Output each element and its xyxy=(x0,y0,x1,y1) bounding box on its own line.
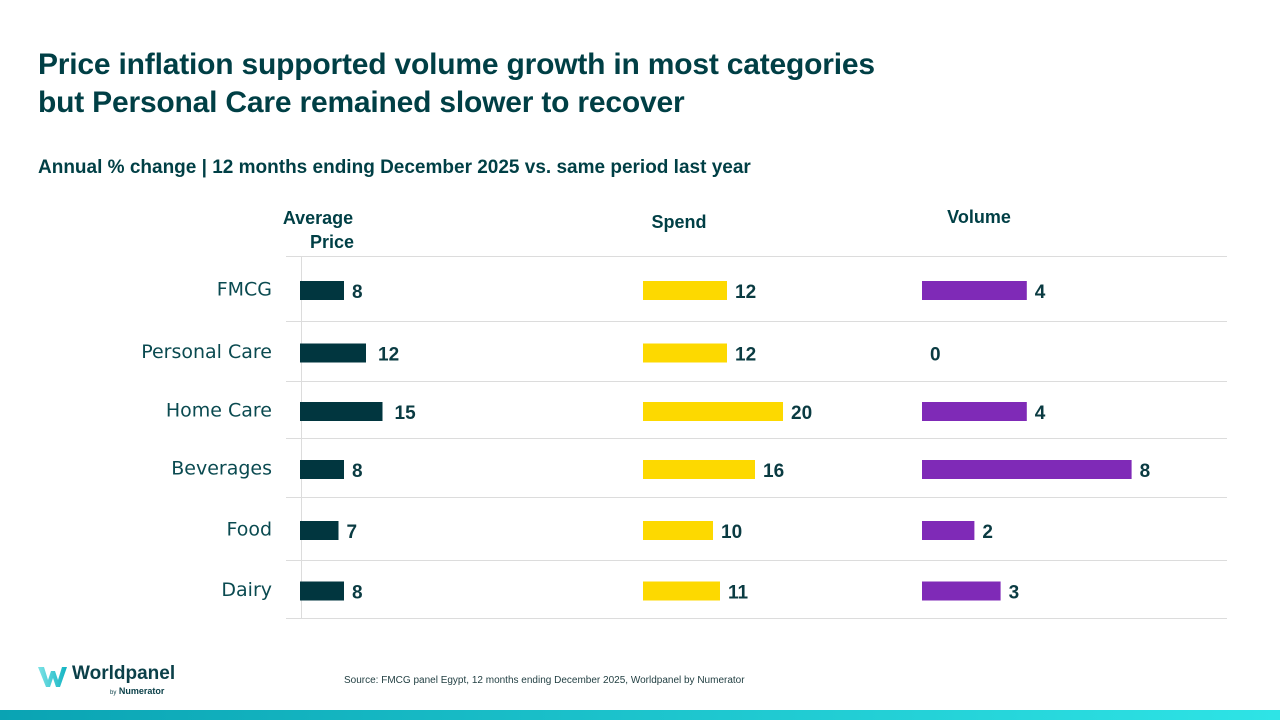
slide-subtitle: Annual % change | 12 months ending Decem… xyxy=(38,157,751,178)
source-note: Source: FMCG panel Egypt, 12 months endi… xyxy=(344,675,745,686)
spend-value-label: 16 xyxy=(763,461,784,482)
average-price-value-label: 8 xyxy=(352,583,363,604)
column-header-volume: Volume xyxy=(947,207,1011,227)
column-header-average-price-line1: Average xyxy=(282,208,354,228)
category-label: Home Care xyxy=(166,400,272,422)
category-label: Food xyxy=(226,519,272,541)
category-label: Beverages xyxy=(171,458,272,480)
average-price-bar xyxy=(300,281,344,300)
volume-value-label: 3 xyxy=(1009,583,1020,604)
average-price-value-label: 15 xyxy=(395,403,417,424)
volume-value-label: 4 xyxy=(1035,403,1046,424)
volume-value-label: 4 xyxy=(1035,282,1046,303)
spend-bar xyxy=(643,402,783,421)
spend-bar xyxy=(643,343,727,363)
worldpanel-w-icon xyxy=(38,667,67,687)
average-price-bar xyxy=(300,343,366,363)
spend-bar xyxy=(643,521,713,540)
spend-bar xyxy=(643,460,755,479)
volume-bar xyxy=(922,521,975,540)
column-header-average-price: Average Price xyxy=(280,206,356,254)
volume-bar xyxy=(922,581,1001,601)
footer-accent-bar xyxy=(0,710,1280,720)
volume-bar xyxy=(922,402,1027,421)
logo-numerator: Numerator xyxy=(118,686,165,696)
spend-value-label: 20 xyxy=(791,403,812,424)
worldpanel-logo: Worldpanel by Numerator xyxy=(38,663,175,696)
volume-value-label: 0 xyxy=(930,345,941,366)
column-header-spend: Spend xyxy=(651,212,707,232)
average-price-bar xyxy=(300,402,383,421)
category-label: Personal Care xyxy=(141,341,272,363)
column-header-average-price-line2: Price xyxy=(309,232,355,252)
average-price-value-label: 8 xyxy=(352,282,363,303)
volume-value-label: 8 xyxy=(1140,461,1151,482)
category-label: FMCG xyxy=(217,279,272,301)
title-line-2: but Personal Care remained slower to rec… xyxy=(38,86,685,119)
slide-title: Price inflation supported volume growth … xyxy=(38,46,875,122)
average-price-bar xyxy=(300,521,339,540)
average-price-value-label: 7 xyxy=(347,522,358,543)
spend-bar xyxy=(643,581,720,601)
average-price-value-label: 12 xyxy=(378,345,399,366)
category-label: Dairy xyxy=(221,579,272,601)
logo-byline: by Numerator xyxy=(110,686,164,696)
spend-bar xyxy=(643,281,727,300)
volume-bar xyxy=(922,281,1027,300)
logo-by-word: by xyxy=(110,690,117,696)
spend-value-label: 12 xyxy=(735,345,756,366)
spend-value-label: 10 xyxy=(721,522,742,543)
average-price-bar xyxy=(300,460,344,479)
spend-value-label: 12 xyxy=(735,282,756,303)
average-price-value-label: 8 xyxy=(352,461,363,482)
average-price-bar xyxy=(300,581,344,601)
spend-value-label: 11 xyxy=(728,583,749,604)
volume-value-label: 2 xyxy=(982,522,993,543)
volume-bar xyxy=(922,460,1132,479)
logo-wordmark: Worldpanel xyxy=(72,663,176,684)
title-line-1: Price inflation supported volume growth … xyxy=(38,48,875,81)
